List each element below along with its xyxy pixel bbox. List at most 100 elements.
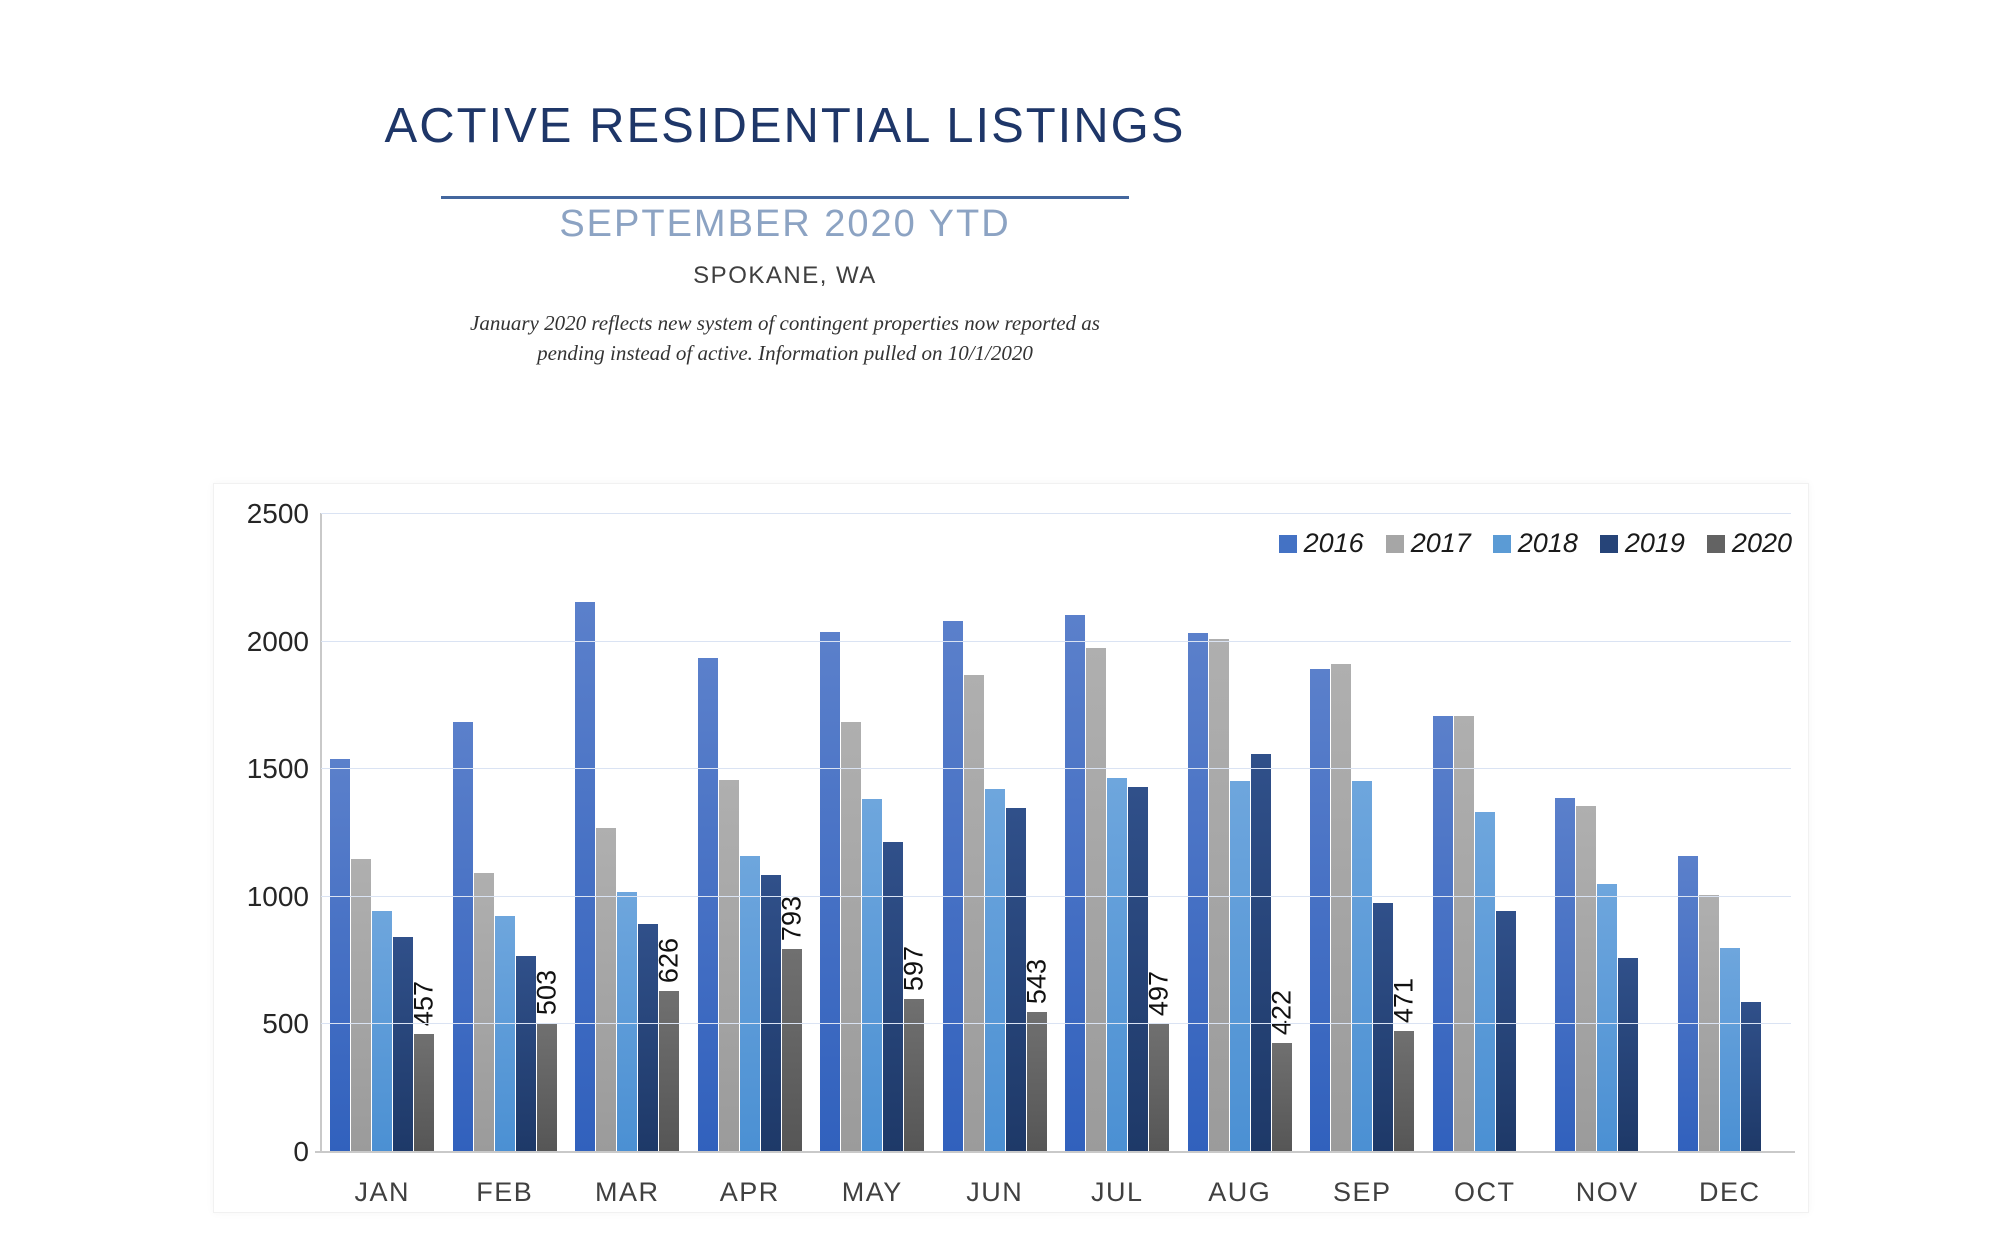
bar-group-aug: 422 — [1179, 513, 1302, 1151]
bar-slot-2018-jan — [372, 513, 393, 1151]
bar-2016-oct — [1432, 715, 1453, 1151]
bar-slot-2016-nov — [1555, 513, 1576, 1151]
data-label-2020-jan: 457 — [408, 981, 439, 1027]
bar-2016-sep — [1310, 668, 1331, 1151]
legend-label-2019: 2019 — [1624, 528, 1685, 558]
bar-slot-2017-may — [841, 513, 862, 1151]
data-label-2020-aug: 422 — [1266, 990, 1297, 1036]
gridline-2000 — [321, 640, 1791, 642]
bar-2018-oct — [1474, 811, 1495, 1151]
gridline-500 — [321, 1023, 1791, 1025]
page-subtitle: SEPTEMBER 2020 YTD — [559, 203, 1011, 245]
data-label-2020-jun: 543 — [1021, 959, 1052, 1005]
y-tick-label-0: 0 — [293, 1136, 309, 1167]
bar-2019-aug — [1250, 754, 1271, 1151]
bar-group-may: 597 — [811, 513, 934, 1151]
bar-2016-apr — [697, 658, 718, 1151]
bar-slot-2018-feb — [494, 513, 515, 1151]
bar-slot-2016-feb — [452, 513, 473, 1151]
bar-slot-2019-apr — [760, 513, 781, 1151]
gridline-2500 — [321, 513, 1791, 514]
bar-2018-jul — [1107, 778, 1128, 1151]
gridline-1500 — [321, 768, 1791, 770]
bar-2016-nov — [1555, 797, 1576, 1151]
bar-2018-aug — [1229, 780, 1250, 1151]
bar-2018-may — [862, 798, 883, 1151]
x-axis-label-jan: JAN — [354, 1177, 410, 1207]
bar-2020-jan — [414, 1034, 435, 1151]
chart-note-line-1: January 2020 reflects new system of cont… — [470, 311, 1100, 335]
bar-group-jun: 543 — [934, 513, 1057, 1151]
bar-group-dec — [1669, 513, 1792, 1151]
x-axis-label-feb: FEB — [476, 1177, 534, 1207]
bar-2016-aug — [1187, 632, 1208, 1151]
bar-2018-mar — [617, 891, 638, 1151]
bar-slot-2019-may — [883, 513, 904, 1151]
data-label-2020-sep: 471 — [1388, 977, 1419, 1023]
legend-swatch-2018 — [1492, 534, 1511, 553]
bar-slot-2020-jun: 543 — [1021, 513, 1051, 1151]
bar-2016-mar — [575, 602, 596, 1151]
legend-item-2020: 2020 — [1706, 528, 1792, 559]
x-axis-label-aug: AUG — [1208, 1177, 1272, 1207]
bar-slot-2018-mar — [617, 513, 638, 1151]
bar-2020-sep — [1394, 1030, 1415, 1151]
bar-2017-nov — [1576, 806, 1597, 1151]
bar-2018-feb — [494, 916, 515, 1151]
x-axis-line — [315, 1151, 1795, 1153]
bar-2019-feb — [515, 955, 536, 1151]
bar-slot-2020-dec — [1762, 513, 1782, 1151]
bar-2019-apr — [760, 875, 781, 1151]
page-title: ACTIVE RESIDENTIAL LISTINGS — [384, 99, 1186, 153]
bar-slot-2017-jul — [1086, 513, 1107, 1151]
bar-2019-sep — [1373, 903, 1394, 1151]
bar-2018-jun — [984, 788, 1005, 1151]
bars-row: 457 503 626 793 597 543 497 422 471 — [321, 513, 1791, 1151]
bar-2016-jul — [1065, 615, 1086, 1151]
bar-group-jan: 457 — [321, 513, 444, 1151]
bar-chart: 457 503 626 793 597 543 497 422 471 0 500 1000 1500… — [213, 483, 1809, 1213]
bar-slot-2020-sep: 471 — [1389, 513, 1419, 1151]
legend-item-2018: 2018 — [1492, 528, 1578, 559]
bar-slot-2016-jun — [942, 513, 963, 1151]
bar-group-feb: 503 — [444, 513, 567, 1151]
bar-group-apr: 793 — [689, 513, 812, 1151]
bar-slot-2020-jan: 457 — [409, 513, 439, 1151]
bar-slot-2017-dec — [1698, 513, 1719, 1151]
bar-group-nov — [1546, 513, 1669, 1151]
bar-2017-jun — [963, 675, 984, 1151]
legend-swatch-2017 — [1385, 534, 1404, 553]
bar-slot-2016-mar — [575, 513, 596, 1151]
title-underline — [441, 196, 1129, 199]
bar-slot-2020-aug: 422 — [1266, 513, 1296, 1151]
bar-slot-2016-sep — [1310, 513, 1331, 1151]
bar-2018-sep — [1352, 780, 1373, 1151]
x-axis-label-jul: JUL — [1090, 1177, 1144, 1207]
bar-group-jul: 497 — [1056, 513, 1179, 1151]
chart-note-line-2: pending instead of active. Information p… — [537, 341, 1033, 366]
bar-2017-mar — [596, 828, 617, 1151]
bar-slot-2017-jan — [351, 513, 372, 1151]
bar-slot-2018-aug — [1229, 513, 1250, 1151]
bar-2019-jun — [1005, 807, 1026, 1151]
bar-2020-feb — [536, 1022, 557, 1151]
bar-slot-2017-jun — [963, 513, 984, 1151]
bar-2018-apr — [739, 856, 760, 1151]
data-label-2020-feb: 503 — [531, 969, 562, 1015]
bar-slot-2019-nov — [1618, 513, 1639, 1151]
bar-slot-2018-dec — [1719, 513, 1740, 1151]
bar-2020-jul — [1149, 1024, 1170, 1151]
bar-slot-2016-oct — [1432, 513, 1453, 1151]
bar-slot-2018-jul — [1107, 513, 1128, 1151]
bar-2017-aug — [1208, 639, 1229, 1151]
x-axis-label-may: MAY — [841, 1177, 903, 1207]
bar-slot-2017-oct — [1453, 513, 1474, 1151]
bar-2018-nov — [1597, 884, 1618, 1151]
legend-item-2019: 2019 — [1599, 528, 1685, 559]
data-label-2020-mar: 626 — [653, 938, 684, 984]
gridline-1000 — [321, 895, 1791, 897]
bar-slot-2019-jun — [1005, 513, 1026, 1151]
bar-slot-2020-mar: 626 — [654, 513, 684, 1151]
bar-slot-2016-may — [820, 513, 841, 1151]
bar-slot-2018-sep — [1352, 513, 1373, 1151]
